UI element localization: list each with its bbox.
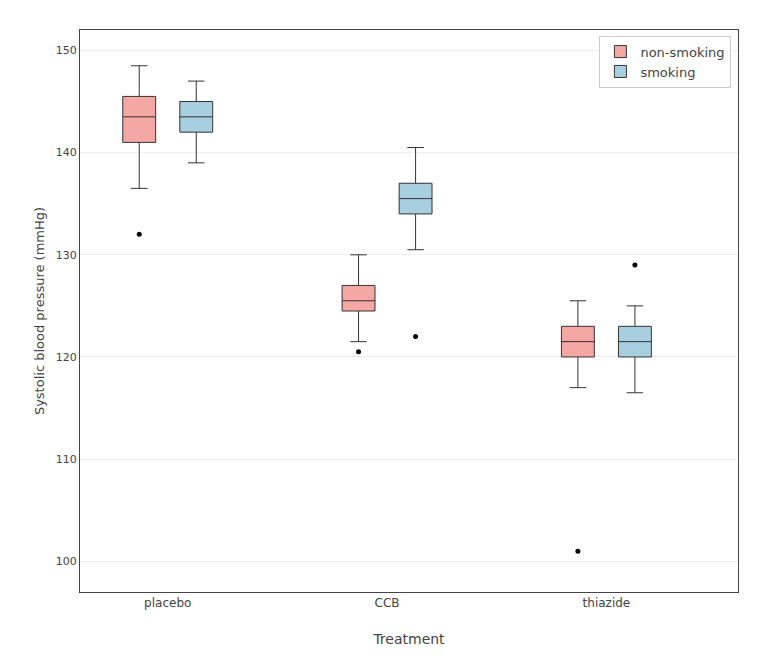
svg-text:110: 110 [56,453,77,466]
svg-text:130: 130 [56,249,77,262]
svg-text:140: 140 [56,146,77,159]
svg-text:smoking: smoking [640,65,695,80]
svg-text:100: 100 [56,555,77,568]
svg-text:Treatment: Treatment [372,631,445,647]
svg-text:CCB: CCB [375,596,400,610]
svg-text:placebo: placebo [144,596,191,610]
svg-text:thiazide: thiazide [583,596,631,610]
svg-text:150: 150 [56,44,77,57]
svg-text:120: 120 [56,351,77,364]
svg-text:non-smoking: non-smoking [640,45,724,60]
svg-text:Systolic blood pressure (mmHg): Systolic blood pressure (mmHg) [32,207,47,415]
